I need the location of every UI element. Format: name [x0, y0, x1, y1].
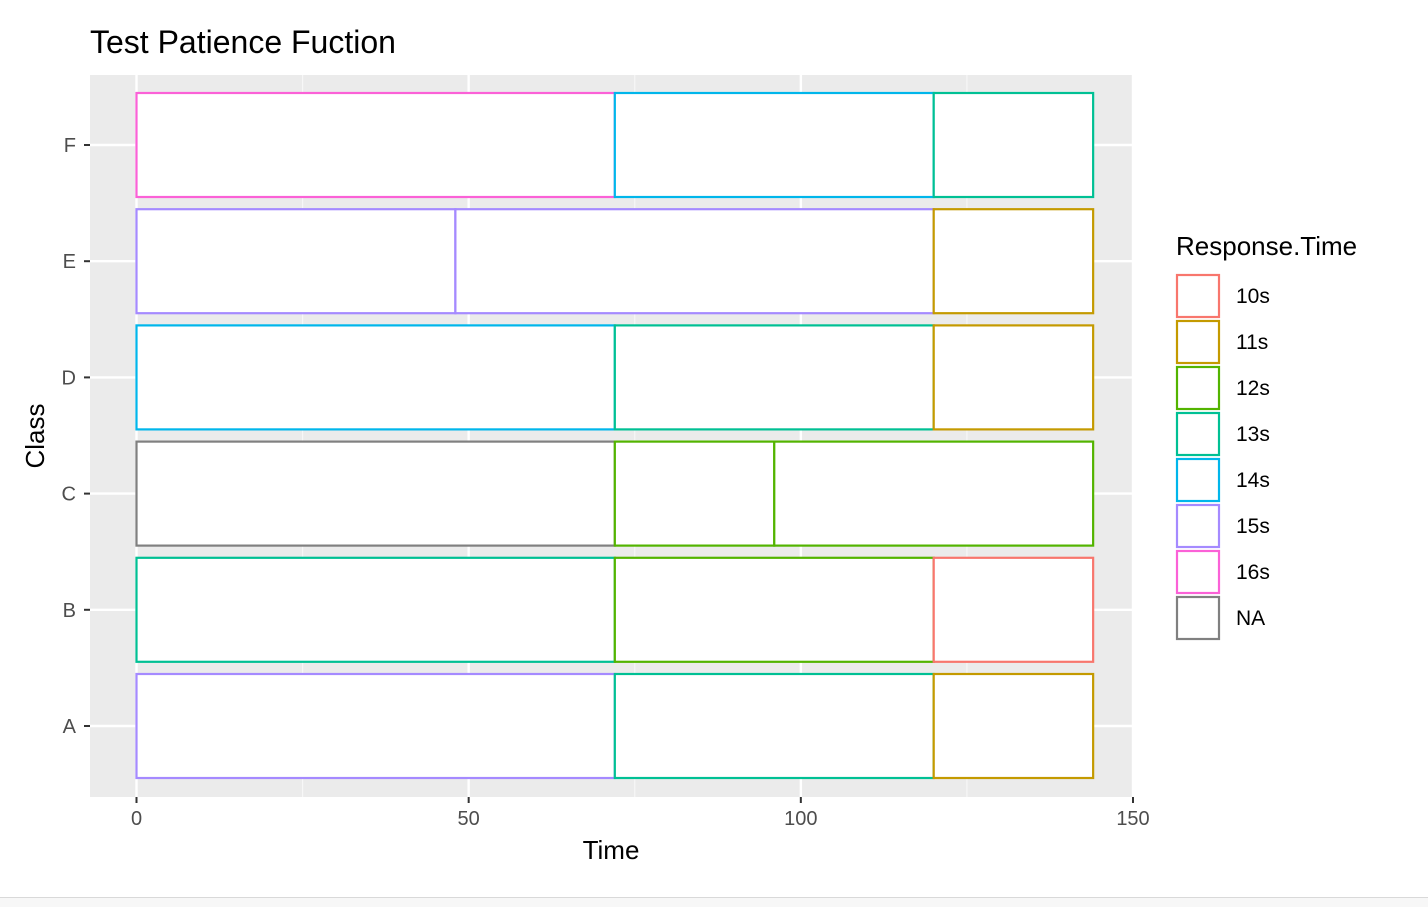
legend-label-10s: 10s	[1236, 285, 1270, 308]
legend-label-13s: 13s	[1236, 423, 1270, 446]
legend: 10s 11s 12s 13s 14s 15s 16s NA	[1175, 273, 1270, 641]
bar-segment-A-72-120	[613, 672, 935, 780]
bar-segment-B-0-72	[135, 556, 616, 663]
legend-key-10s	[1175, 273, 1221, 319]
bar-segment-C-72-96	[613, 440, 776, 547]
legend-key-13s	[1175, 411, 1221, 457]
legend-key-12s	[1175, 365, 1221, 411]
legend-label-16s: 16s	[1236, 561, 1270, 584]
y-tick-label: B	[63, 600, 76, 622]
legend-label-15s: 15s	[1236, 515, 1270, 538]
bar-segment-E-0-48	[135, 208, 457, 315]
legend-label-NA: NA	[1236, 607, 1265, 630]
bar-segment-D-0-72	[135, 324, 616, 431]
x-tick-label: 50	[458, 808, 480, 830]
y-tick-label: C	[62, 484, 76, 506]
y-tick-label: E	[63, 251, 76, 273]
bar-segment-A-120-144	[932, 672, 1095, 780]
legend-key-16s	[1175, 549, 1221, 595]
bar-segment-F-72-120	[613, 91, 935, 199]
bar-segment-C-96-144	[773, 440, 1095, 547]
legend-title: Response.Time	[1176, 231, 1357, 261]
x-tick-label: 0	[131, 808, 142, 830]
bar-segment-E-120-144	[932, 208, 1095, 315]
y-axis-title: Class	[20, 403, 50, 468]
bar-segments	[135, 91, 1095, 780]
bar-segment-F-120-144	[932, 91, 1095, 199]
legend-label-14s: 14s	[1236, 469, 1270, 492]
bar-segment-F-0-72	[135, 91, 616, 199]
axis-ticks: 0 50 100 150 A B C D E F	[62, 135, 1150, 830]
y-tick-label: F	[64, 135, 76, 157]
legend-label-11s: 11s	[1236, 331, 1268, 354]
bar-segment-B-120-144	[932, 556, 1095, 663]
legend-key-15s	[1175, 503, 1221, 549]
bar-segment-D-72-120	[613, 324, 935, 431]
y-tick-label: A	[63, 716, 77, 738]
bar-segment-D-120-144	[932, 324, 1095, 431]
bar-segment-E-48-120	[454, 208, 935, 315]
bar-segment-B-72-120	[613, 556, 935, 663]
bar-segment-A-0-72	[135, 672, 616, 780]
legend-key-11s	[1175, 319, 1221, 365]
x-tick-label: 150	[1116, 808, 1149, 830]
x-tick-label: 100	[784, 808, 817, 830]
legend-key-14s	[1175, 457, 1221, 503]
window-bottom-edge	[0, 897, 1428, 907]
chart-title: Test Patience Fuction	[90, 24, 396, 60]
legend-label-12s: 12s	[1236, 377, 1270, 400]
legend-key-NA	[1175, 595, 1221, 641]
bar-segment-C-0-72	[135, 440, 616, 547]
y-tick-label: D	[62, 367, 76, 389]
x-axis-title: Time	[583, 835, 640, 865]
